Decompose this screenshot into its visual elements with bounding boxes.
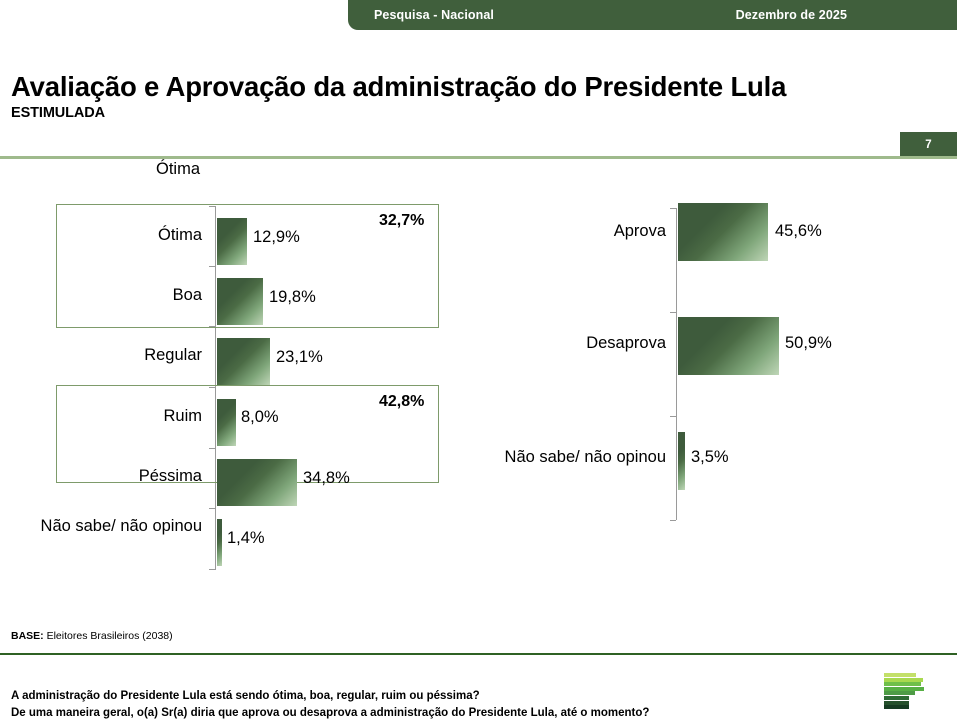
bar-value-nao-sabe-aprov: 3,5% (691, 448, 729, 466)
bar-otima (217, 218, 247, 265)
page-subtitle: ESTIMULADA (11, 104, 106, 121)
survey-date: Dezembro de 2025 (735, 8, 847, 22)
group-total-positiva: 32,7% (379, 212, 425, 229)
axis-tick (670, 416, 676, 418)
charts-area: 32,7% 42,8% Ótima Ótima 12,9% Boa 19,8% … (0, 160, 957, 620)
question-1: A administração do Presidente Lula está … (11, 690, 480, 702)
chart-avaliacao-axis (215, 206, 217, 570)
axis-tick (670, 312, 676, 314)
bar-boa (217, 278, 263, 325)
category-label-pessima: Péssima (138, 467, 202, 485)
axis-tick (209, 206, 215, 208)
base-label: BASE: (11, 630, 44, 642)
category-label-nao-sabe-aprov: Não sabe/ não opinou (504, 448, 666, 466)
header-band: Pesquisa - Nacional Dezembro de 2025 (348, 0, 957, 30)
header-divider (0, 156, 957, 159)
bar-ruim (217, 399, 236, 446)
axis-tick (209, 448, 215, 450)
axis-tick (209, 508, 215, 510)
chart-avaliacao: 32,7% 42,8% Ótima Ótima 12,9% Boa 19,8% … (0, 160, 470, 620)
bar-value-otima: 12,9% (253, 228, 300, 246)
chart-aprovacao-axis (676, 208, 678, 520)
bar-desaprova (678, 317, 779, 375)
base-value: Eleitores Brasileiros (2038) (46, 630, 173, 642)
bar-value-boa: 19,8% (269, 288, 316, 306)
category-label-aprova: Aprova (613, 222, 666, 240)
axis-tick (670, 208, 676, 210)
footer-divider (0, 653, 957, 655)
brand-logo-icon (884, 673, 928, 711)
question-2: De uma maneira geral, o(a) Sr(a) diria q… (11, 707, 650, 720)
category-label-otima: Ótima (157, 226, 202, 244)
bar-nao-sabe-aprov (678, 432, 685, 490)
bar-aprova (678, 203, 768, 261)
page-number-badge: 7 (900, 132, 957, 158)
title-block: Avaliação e Aprovação da administração d… (11, 72, 911, 122)
bar-pessima (217, 459, 297, 506)
base-line: BASE: Eleitores Brasileiros (2038) (11, 630, 173, 642)
bar-value-aprova: 45,6% (775, 222, 822, 240)
survey-label: Pesquisa - Nacional (374, 8, 494, 22)
chart-aprovacao: Aprova 45,6% Desaprova 50,9% Não sabe/ n… (470, 160, 957, 620)
bar-value-ruim: 8,0% (241, 408, 279, 426)
page-title: Avaliação e Aprovação da administração d… (11, 71, 787, 102)
group-total-negativa: 42,8% (379, 393, 425, 410)
axis-tick (209, 569, 215, 571)
bar-nao-sabe (217, 519, 222, 566)
bar-value-pessima: 34,8% (303, 469, 350, 487)
axis-tick (209, 266, 215, 268)
category-label-desaprova: Desaprova (586, 334, 666, 352)
category-label-ruim: Ruim (163, 407, 202, 425)
bar-label-otima: Ótima (155, 160, 200, 178)
category-label-regular: Regular (144, 346, 202, 364)
question-block: A administração do Presidente Lula está … (11, 688, 649, 723)
category-label-nao-sabe: Não sabe/ não opinou (40, 517, 202, 535)
axis-tick (209, 387, 215, 389)
bar-regular (217, 338, 270, 385)
category-label-boa: Boa (172, 286, 202, 304)
axis-tick (670, 520, 676, 522)
group-box-positiva (56, 204, 439, 328)
axis-tick (209, 326, 215, 328)
bar-value-desaprova: 50,9% (785, 334, 832, 352)
bar-value-regular: 23,1% (276, 348, 323, 366)
bar-value-nao-sabe: 1,4% (227, 529, 265, 547)
